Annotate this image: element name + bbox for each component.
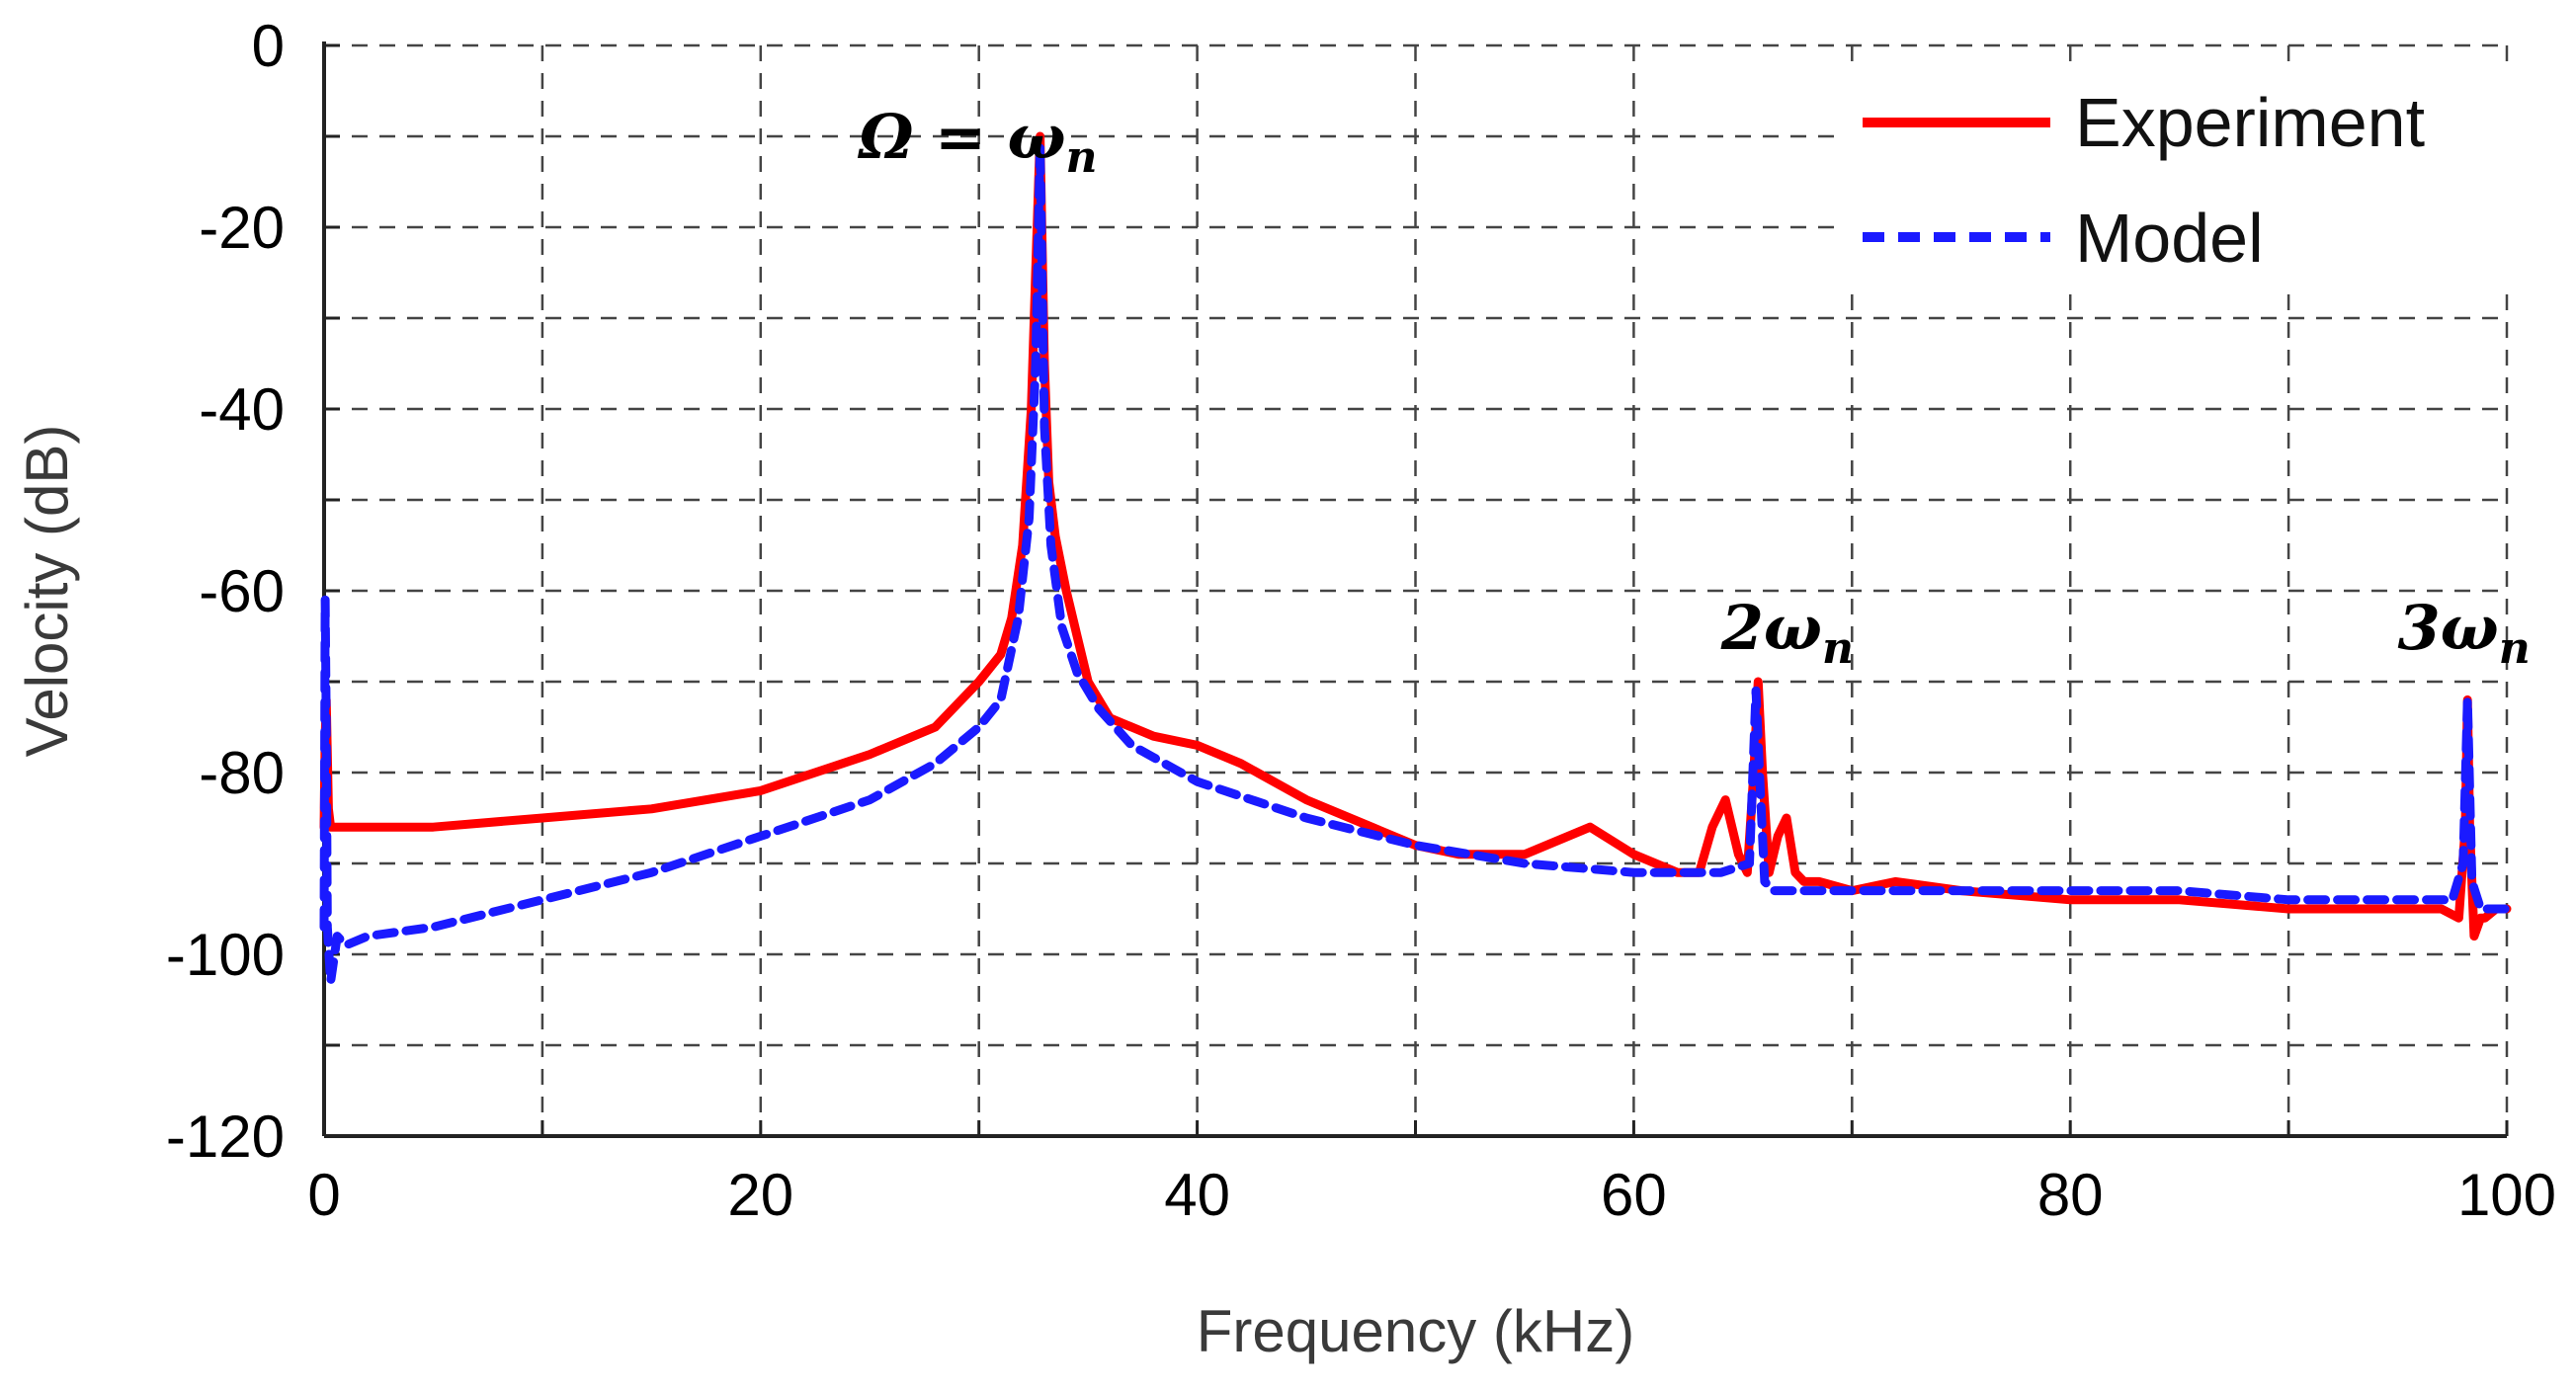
legend: Experiment Model	[1843, 71, 2525, 293]
annotation-second: 2ωn	[1720, 592, 1854, 674]
y-tick-label: -80	[199, 740, 285, 806]
annotation-fundamental: Ω = ωn	[857, 101, 1097, 183]
x-tick-label: 0	[307, 1162, 340, 1228]
series-layer	[319, 131, 2512, 987]
annotation-third: 3ωn	[2398, 592, 2531, 674]
y-tick-label: -100	[166, 922, 285, 988]
tick-labels: 0 20 40 60 80 100 0 -20 -40 -60 -80 -100 -120	[166, 13, 2556, 1228]
y-tick-label: -120	[166, 1104, 285, 1170]
y-tick-label: 0	[252, 13, 285, 79]
x-tick-label: 60	[1601, 1162, 1667, 1228]
axes	[322, 41, 2509, 1138]
x-tick-label: 100	[2457, 1162, 2556, 1228]
y-axis-label: Velocity (dB)	[14, 425, 80, 758]
legend-box	[1843, 71, 2525, 293]
y-tick-label: -40	[199, 376, 285, 443]
x-tick-label: 80	[2037, 1162, 2104, 1228]
y-tick-label: -20	[199, 195, 285, 261]
series-line-model	[319, 140, 2512, 987]
x-tick-label: 40	[1164, 1162, 1230, 1228]
grid	[322, 43, 2509, 1138]
legend-label-experiment: Experiment	[2075, 84, 2425, 161]
x-axis-label: Frequency (kHz)	[1197, 1298, 1634, 1364]
x-tick-label: 20	[727, 1162, 793, 1228]
y-tick-label: -60	[199, 558, 285, 624]
legend-label-model: Model	[2075, 200, 2264, 277]
annotations: Ω = ωn 2ωn 3ωn	[857, 101, 2531, 674]
